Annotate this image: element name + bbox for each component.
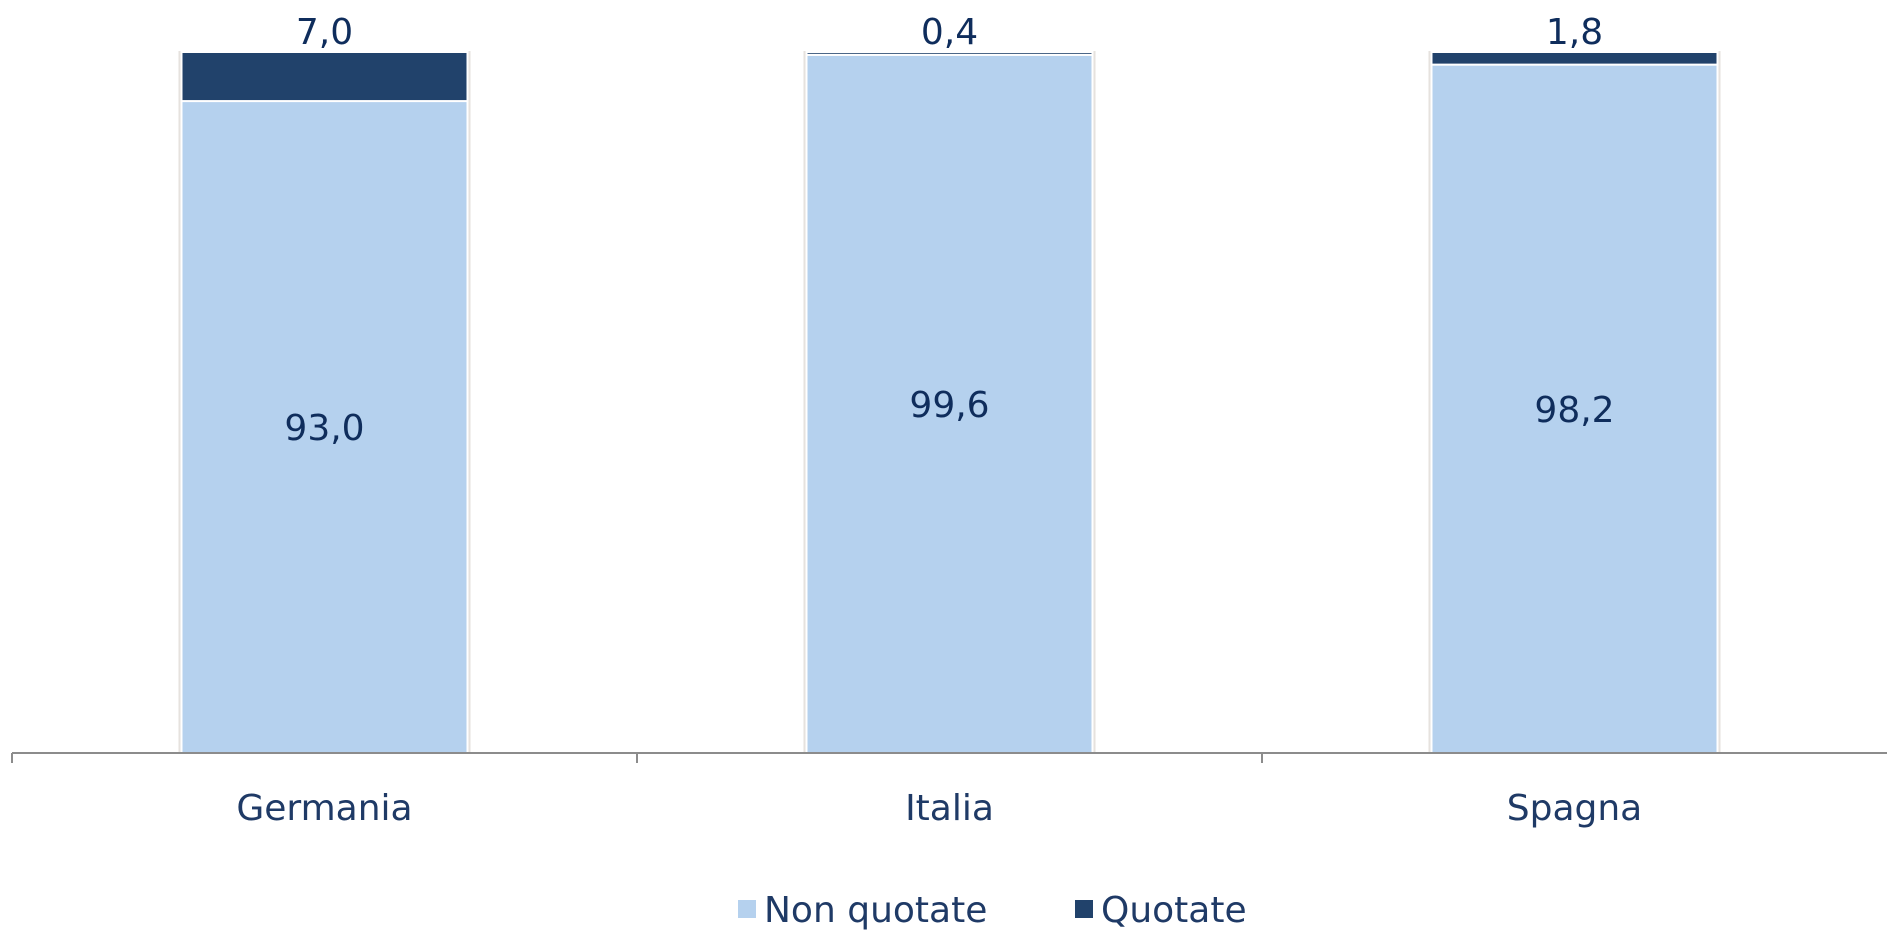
data-label: 99,6 xyxy=(909,385,989,426)
x-tick-label: Spagna xyxy=(1507,788,1643,829)
plot-area: 93,0 7,0 99,6 0,4 98,2 1,8 xyxy=(178,12,1721,755)
data-label: 1,8 xyxy=(1546,12,1603,53)
data-label: 7,0 xyxy=(296,12,353,53)
bar-italia-quotate xyxy=(805,51,1094,56)
data-label: 0,4 xyxy=(921,12,978,53)
bar-italia-non-quotate xyxy=(805,53,1094,754)
bar-germania-non-quotate xyxy=(180,100,469,754)
legend-label: Quotate xyxy=(1101,890,1247,931)
legend-swatch xyxy=(738,900,756,918)
legend-label: Non quotate xyxy=(764,890,987,931)
x-tick-label: Italia xyxy=(905,788,994,829)
bar-spagna-quotate xyxy=(1430,51,1719,66)
legend: Non quotate Quotate xyxy=(738,890,1247,931)
x-tick-label: Germania xyxy=(236,788,412,829)
bar-germania-quotate xyxy=(180,51,469,103)
x-axis: Germania Italia Spagna xyxy=(11,752,1887,829)
data-label: 93,0 xyxy=(284,408,364,449)
data-label: 98,2 xyxy=(1534,390,1614,431)
legend-swatch xyxy=(1075,900,1093,918)
bar-spagna-non-quotate xyxy=(1430,63,1719,755)
